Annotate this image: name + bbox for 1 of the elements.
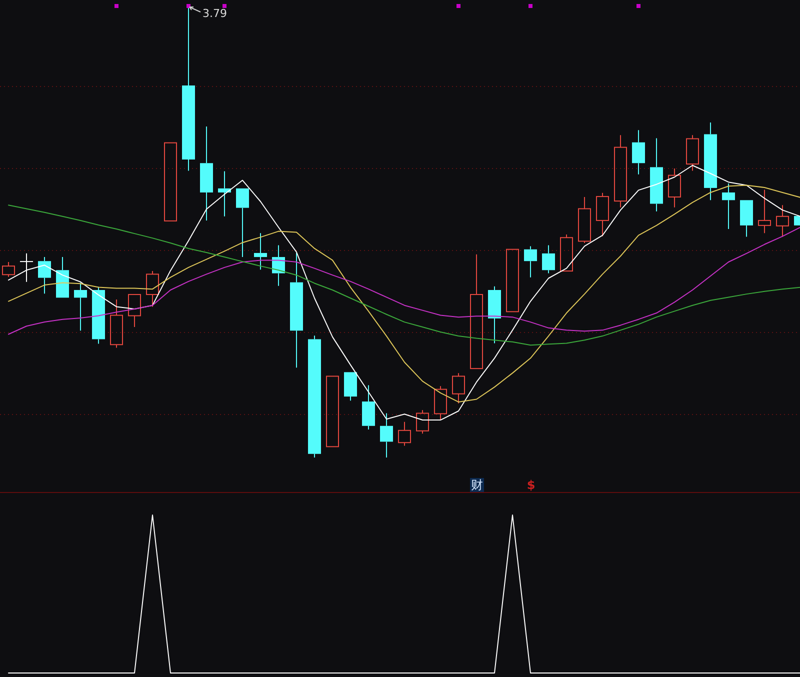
annotation: 3.79	[202, 7, 227, 20]
